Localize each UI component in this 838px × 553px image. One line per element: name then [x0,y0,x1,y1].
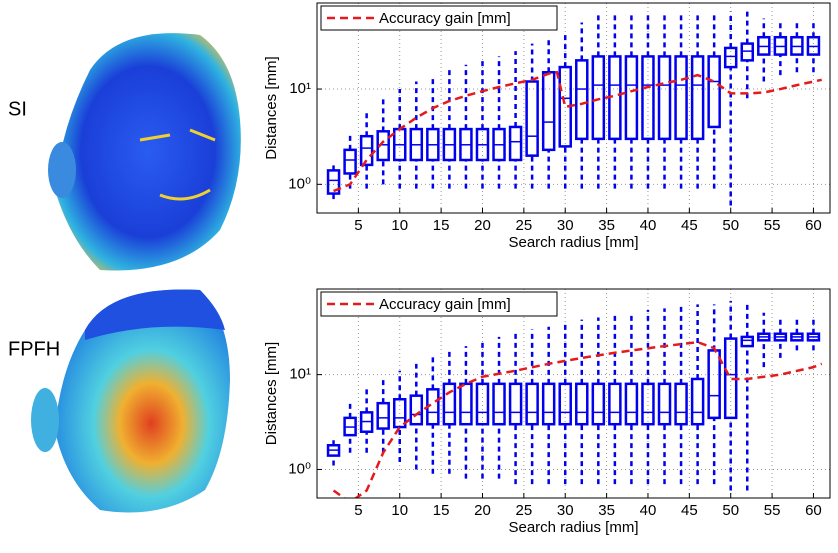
x-tick-label: 45 [681,502,698,519]
x-tick-label: 15 [433,217,450,234]
x-tick-label: 30 [557,502,574,519]
x-axis-label: Search radius [mm] [508,519,638,536]
chart: 5 10 15 20 25 30 35 40 45 50 55 60 10⁰ 10¹ Search radi… [263,3,830,251]
x-tick-label: 55 [764,217,781,234]
face-si [48,33,241,270]
x-tick-label: 10 [391,217,408,234]
x-tick-label: 35 [598,502,615,519]
x-axis-label: Search radius [mm] [508,234,638,251]
label: FPFH [8,338,60,360]
y-axis-label: Distances [mm] [263,56,280,159]
figure: SI FPFH 5 10 15 20 25 30 35 40 45 50 55 60 10⁰ 10¹ Sea… [0,0,838,548]
x-tick-label: 25 [516,217,533,234]
x-tick-label: 50 [722,502,739,519]
x-tick-label: 5 [354,502,362,519]
x-tick-label: 45 [681,217,698,234]
chart: 5 10 15 20 25 30 35 40 45 50 55 60 10⁰ 10¹ Search radi… [263,289,830,536]
x-tick-label: 10 [391,502,408,519]
label: SI [8,98,27,120]
face-fpfh [31,290,230,513]
x-tick-label: 5 [354,217,362,234]
x-tick-label: 35 [598,217,615,234]
y-axis-label: Distances [mm] [263,342,280,445]
x-tick-label: 20 [474,217,491,234]
legend-label: Accuracy gain [mm] [379,10,511,27]
legend-label: Accuracy gain [mm] [379,296,511,313]
x-tick-label: 30 [557,217,574,234]
plot-area [317,289,830,498]
y-tick-label: 10⁰ [288,175,311,192]
x-tick-label: 55 [764,502,781,519]
y-tick-label: 10⁰ [288,460,311,477]
x-tick-label: 40 [640,217,657,234]
x-tick-label: 60 [805,502,822,519]
x-tick-label: 25 [516,502,533,519]
y-tick-label: 10¹ [289,80,311,97]
plot-area [317,3,830,213]
x-tick-label: 15 [433,502,450,519]
x-tick-label: 50 [722,217,739,234]
y-tick-label: 10¹ [289,366,311,383]
x-tick-label: 40 [640,502,657,519]
x-tick-label: 60 [805,217,822,234]
x-tick-label: 20 [474,502,491,519]
